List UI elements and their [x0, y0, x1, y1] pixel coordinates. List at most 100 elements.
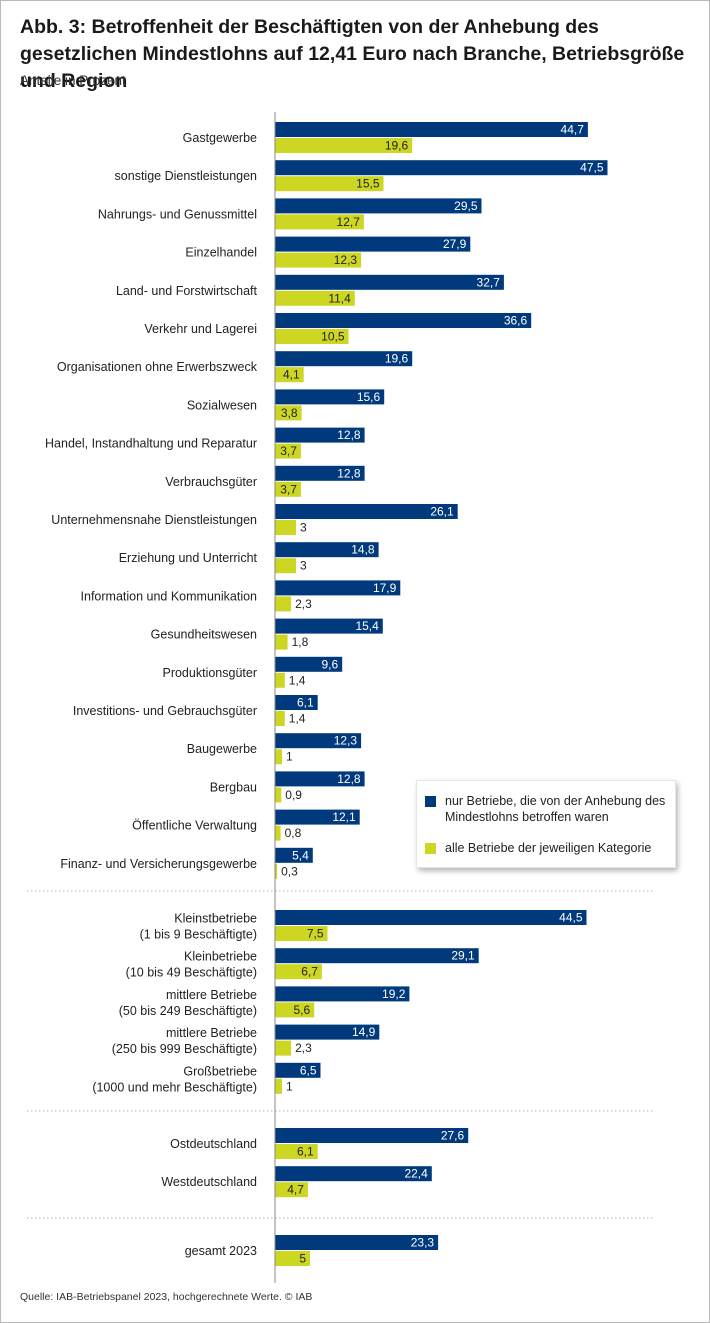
data-label-series2: 19,6	[385, 139, 409, 153]
bar-series2	[275, 520, 296, 535]
bar-series2	[275, 596, 292, 612]
category-label-sub: (250 bis 999 Beschäftigte)	[112, 1042, 257, 1056]
category-label: Handel, Instandhaltung und Reparatur	[45, 437, 257, 451]
bar-series1	[275, 542, 379, 558]
data-label-series1: 17,9	[373, 581, 397, 595]
category-label-sub: (50 bis 249 Beschäftigte)	[119, 1004, 257, 1018]
category-label: Öffentliche Verwaltung	[132, 819, 257, 833]
data-label-series1: 12,8	[337, 466, 361, 480]
bar-series1	[275, 809, 360, 825]
data-label-series1: 6,1	[297, 696, 314, 710]
bar-series2	[275, 1144, 318, 1159]
bar-series1	[275, 198, 482, 214]
bar-series2	[275, 863, 278, 879]
data-label-series1: 47,5	[580, 161, 604, 175]
bar-series2	[275, 634, 288, 650]
category-label: Gastgewerbe	[183, 131, 257, 145]
category-label: Sozialwesen	[187, 398, 257, 412]
category-label: Kleinbetriebe	[184, 950, 257, 964]
category-label: Großbetriebe	[183, 1064, 257, 1078]
chart-title: Abb. 3: Betroffenheit der Beschäftigten …	[20, 16, 685, 92]
bar-series1	[275, 313, 532, 328]
category-label: Verkehr und Lagerei	[144, 322, 257, 336]
bar-series2	[275, 749, 282, 765]
bar-series2	[275, 558, 296, 574]
bar-series2	[275, 138, 413, 153]
bar-series2	[275, 787, 282, 803]
bar-series1	[275, 465, 365, 481]
legend-item-series2: alle Betriebe der jeweiligen Kategorie	[425, 840, 673, 856]
data-label-series2: 0,3	[281, 864, 298, 878]
data-label-series1: 22,4	[404, 1167, 428, 1181]
data-label-series2: 3,7	[280, 444, 297, 458]
bar-series1	[275, 274, 504, 290]
data-label-series2: 6,7	[301, 965, 318, 979]
data-label-series1: 12,8	[337, 772, 361, 786]
bar-series1	[275, 847, 313, 863]
chart-legend: nur Betriebe, die von der Anhebung des M…	[416, 780, 676, 868]
bar-series1	[275, 236, 471, 252]
data-label-series2: 1,4	[289, 712, 306, 726]
category-label: mittlere Betriebe	[166, 988, 257, 1002]
bar-series1	[275, 427, 365, 443]
data-label-series1: 6,5	[300, 1063, 317, 1077]
data-label-series1: 19,6	[385, 352, 409, 366]
data-label-series2: 15,5	[356, 177, 380, 191]
bar-series2	[275, 1251, 310, 1266]
bar-series2	[275, 672, 285, 688]
bar-series1	[275, 771, 365, 787]
data-label-series1: 5,4	[292, 848, 309, 862]
category-label: gesamt 2023	[185, 1244, 257, 1258]
legend-label-series2: alle Betriebe der jeweiligen Kategorie	[445, 841, 652, 855]
category-label: mittlere Betriebe	[166, 1026, 257, 1040]
data-label-series1: 15,6	[357, 390, 381, 404]
data-label-series2: 1,4	[289, 673, 306, 687]
bar-series1	[275, 580, 401, 596]
data-label-series2: 1,8	[292, 635, 309, 649]
data-label-series2: 6,1	[297, 1145, 314, 1159]
bar-series1	[275, 618, 383, 634]
category-label: Verbrauchsgüter	[165, 475, 257, 489]
bar-series1	[275, 351, 413, 367]
category-label: Investitions- und Gebrauchsgüter	[73, 704, 257, 718]
category-label: Westdeutschland	[161, 1175, 257, 1189]
category-label: Ostdeutschland	[170, 1137, 257, 1151]
category-label: Unternehmensnahe Dienstleistungen	[51, 513, 257, 527]
bar-series2	[275, 176, 384, 192]
category-label: Information und Kommunikation	[81, 589, 258, 603]
bar-series2	[275, 1182, 308, 1198]
bar-series1	[275, 656, 343, 672]
data-label-series2: 0,8	[285, 826, 302, 840]
data-label-series2: 3	[300, 559, 307, 573]
data-label-series1: 32,7	[477, 275, 501, 289]
category-label-sub: (1 bis 9 Beschäftigte)	[140, 928, 257, 942]
legend-swatch-series1	[425, 796, 436, 807]
data-label-series1: 26,1	[430, 505, 454, 519]
legend-item-series1: nur Betriebe, die von der Anhebung des M…	[425, 793, 673, 825]
data-label-series2: 12,7	[337, 215, 361, 229]
data-label-series2: 0,9	[285, 788, 302, 802]
bar-series2	[275, 711, 285, 726]
bar-series1	[275, 160, 608, 176]
category-label-sub: (10 bis 49 Beschäftigte)	[126, 966, 257, 980]
category-label: Land- und Forstwirtschaft	[116, 284, 258, 298]
bar-series1	[275, 1062, 321, 1078]
data-label-series1: 12,1	[332, 810, 356, 824]
bar-series1	[275, 948, 479, 964]
data-label-series2: 1	[286, 750, 293, 764]
legend-label-series1: nur Betriebe, die von der Anhebung des M…	[445, 794, 666, 824]
data-label-series1: 15,4	[355, 619, 379, 633]
category-label: Produktionsgüter	[162, 666, 257, 680]
data-label-series1: 27,6	[441, 1129, 465, 1143]
data-label-series2: 4,7	[287, 1183, 304, 1197]
data-label-series1: 27,9	[443, 237, 467, 251]
data-label-series1: 14,8	[351, 543, 375, 557]
data-label-series1: 19,2	[382, 987, 406, 1001]
bar-series2	[275, 825, 281, 841]
bar-series2	[275, 443, 301, 459]
data-label-series1: 12,3	[334, 734, 358, 748]
legend-swatch-series2	[425, 843, 436, 854]
category-label: Erziehung und Unterricht	[119, 551, 258, 565]
data-label-series2: 11,4	[328, 291, 351, 305]
